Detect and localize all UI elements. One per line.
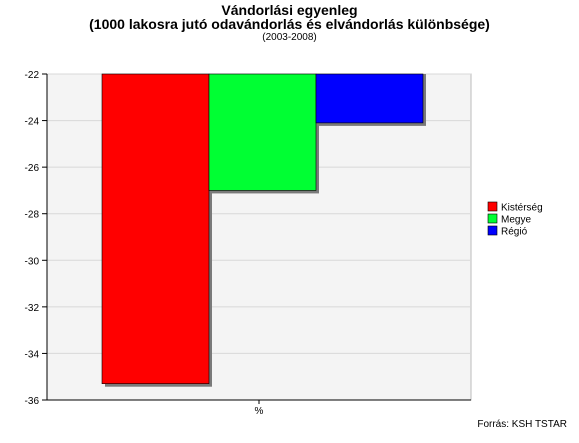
chart-period: (2003-2008) [262, 32, 317, 43]
y-tick-label: -24 [25, 117, 40, 128]
y-tick-label: -26 [25, 163, 40, 174]
y-tick-label: -22 [25, 70, 40, 81]
bar-kistérség [101, 73, 210, 385]
y-tick-label: -28 [25, 210, 40, 221]
chart-subtitle: (1000 lakosra jutó odavándorlás és elván… [89, 16, 490, 32]
legend-swatch [487, 225, 498, 236]
bar-layer [101, 73, 426, 387]
axis-layer: -22 -24 -26 -28 -30 -32 -34 -36% [25, 70, 471, 417]
legend-swatch [487, 201, 498, 212]
x-category-label: % [255, 406, 264, 417]
bar-régió [315, 73, 424, 124]
y-tick-label: -32 [25, 303, 40, 314]
y-tick-label: -30 [25, 256, 40, 267]
y-tick-label: -36 [25, 396, 40, 407]
legend-label: Kistérség [501, 203, 543, 214]
legend-swatch [487, 213, 498, 224]
legend-label: Megye [501, 215, 531, 226]
chart-title: Vándorlási egyenleg [221, 2, 358, 18]
y-tick-label: -34 [25, 349, 40, 360]
bar-megye [208, 73, 317, 191]
legend-label: Régió [501, 227, 528, 238]
source-note: Forrás: KSH TSTAR [477, 419, 567, 430]
